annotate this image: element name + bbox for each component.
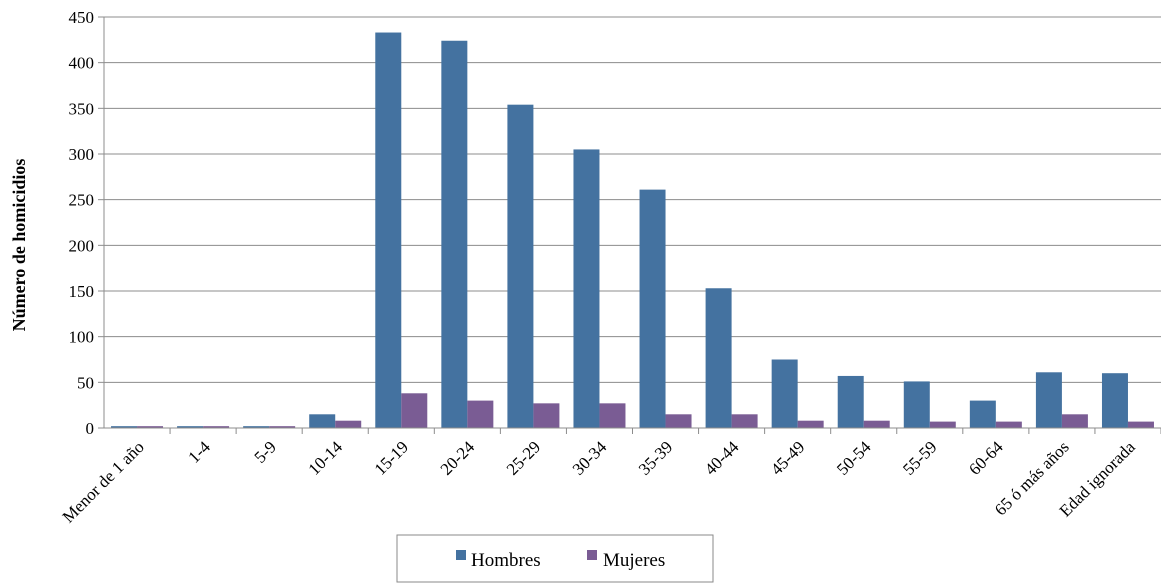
gridlines <box>104 16 1161 383</box>
bar-mujeres <box>665 414 692 428</box>
bar-hombres <box>969 400 996 428</box>
bar-mujeres <box>335 420 362 428</box>
y-axis-label: Número de homicidios <box>9 159 29 332</box>
legend-swatch-hombres <box>456 550 466 560</box>
bar-mujeres <box>929 421 956 428</box>
x-tick-label: 45-49 <box>767 437 808 478</box>
bar-mujeres <box>533 403 560 428</box>
y-tick-labels: 0 50 100 150 200 250 300 350 400 450 <box>69 8 95 438</box>
x-tick-label: Menor de 1 año <box>59 437 148 526</box>
bar-hombres <box>573 149 600 428</box>
bar-hombres <box>837 375 864 428</box>
bar-hombres <box>243 426 270 428</box>
y-tick-label: 300 <box>69 145 95 164</box>
bar-mujeres <box>731 414 758 428</box>
bar-hombres <box>375 32 402 428</box>
x-tick-label: 10-14 <box>305 437 347 479</box>
y-tick-label: 250 <box>69 191 95 210</box>
bar-mujeres <box>599 403 626 428</box>
bar-hombres <box>903 381 930 428</box>
bar-mujeres <box>797 420 824 428</box>
bar-mujeres <box>1061 414 1088 428</box>
x-tick-label: 20-24 <box>437 437 479 479</box>
y-tick-label: 50 <box>77 373 94 392</box>
x-tick-label: 60-64 <box>965 437 1007 479</box>
x-tick-label: 35-39 <box>635 437 676 478</box>
x-tick-label: 50-54 <box>833 437 875 479</box>
bar-hombres <box>309 414 336 428</box>
y-tick-label: 0 <box>86 419 95 438</box>
bar-hombres <box>639 189 666 428</box>
y-tick-label: 100 <box>69 328 95 347</box>
bar-hombres <box>111 426 138 428</box>
legend-label-mujeres: Mujeres <box>603 550 665 571</box>
x-tick-label: 5-9 <box>251 437 280 466</box>
bar-mujeres <box>203 426 230 428</box>
bar-hombres <box>507 104 534 429</box>
bars <box>111 32 1154 429</box>
legend-swatch-mujeres <box>587 550 597 560</box>
bar-mujeres <box>269 426 296 428</box>
bar-hombres <box>177 426 204 428</box>
bar-mujeres <box>995 421 1022 428</box>
legend: Hombres Mujeres <box>396 534 714 583</box>
legend-label-hombres: Hombres <box>471 550 541 571</box>
y-tick-label: 200 <box>69 236 95 255</box>
bar-hombres <box>1101 373 1128 428</box>
bar-hombres <box>1035 372 1062 428</box>
y-tick-label: 400 <box>69 54 95 73</box>
bar-hombres <box>441 40 468 428</box>
bar-mujeres <box>1127 421 1154 428</box>
x-tick-labels: Menor de 1 año 1-4 5-9 10-14 15-19 20-24 25-29… <box>59 437 1139 527</box>
axes <box>98 16 1161 434</box>
x-tick-label: 25-29 <box>503 437 544 478</box>
x-tick-label: 15-19 <box>371 437 412 478</box>
x-tick-label: 30-34 <box>569 437 611 479</box>
x-tick-label: 55-59 <box>899 437 940 478</box>
bar-mujeres <box>401 393 428 428</box>
bar-mujeres <box>137 426 164 428</box>
legend-box <box>396 534 714 583</box>
bar-mujeres <box>863 420 890 428</box>
x-tick-label: 40-44 <box>701 437 743 479</box>
y-tick-label: 450 <box>69 8 95 27</box>
bar-hombres <box>771 359 798 428</box>
y-tick-label: 150 <box>69 282 95 301</box>
bar-hombres <box>705 288 732 428</box>
y-tick-label: 350 <box>69 99 95 118</box>
bar-mujeres <box>467 400 494 428</box>
x-tick-label: 1-4 <box>184 437 214 467</box>
